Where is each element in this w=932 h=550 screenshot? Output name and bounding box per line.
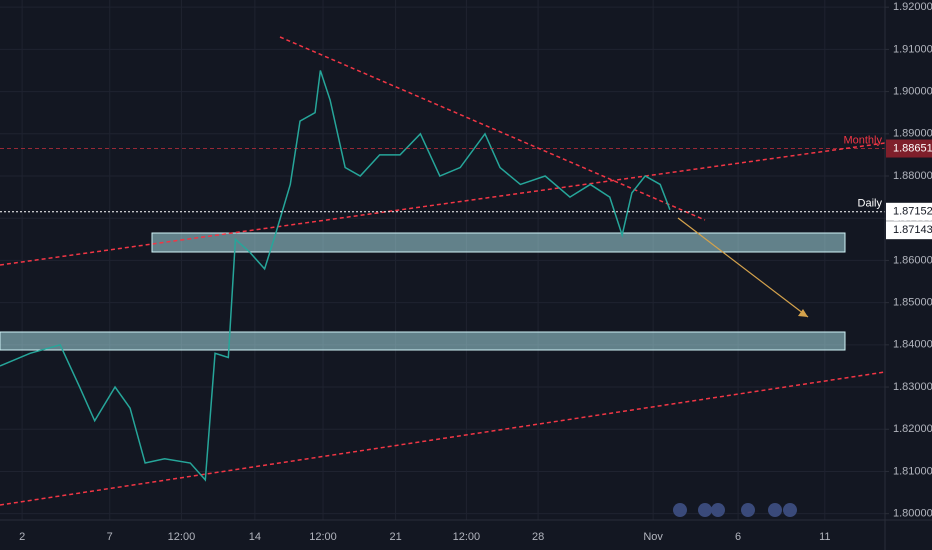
price-tag-label: 1.88651 (893, 142, 932, 154)
x-tick-label: 7 (107, 531, 113, 543)
x-tick-label: 12:00 (309, 531, 337, 543)
trend-line (0, 371, 886, 506)
grid (0, 0, 885, 520)
y-tick-label: 1.92000 (893, 1, 932, 13)
price-tag (886, 139, 932, 158)
event-icon (783, 503, 797, 517)
x-tick-label: Nov (643, 531, 663, 543)
y-tick-label: 1.91000 (893, 43, 932, 55)
support-zone (0, 331, 846, 351)
arrow-head (798, 309, 808, 317)
event-icon (711, 503, 725, 517)
x-tick-label: 2 (19, 531, 25, 543)
event-icon (698, 503, 712, 517)
event-icon (768, 503, 782, 517)
support-zone (151, 232, 846, 253)
trend-line (0, 142, 886, 266)
x-tick-label: 14 (249, 531, 261, 543)
x-tick-label: 12:00 (168, 531, 196, 543)
x-tick-label: 21 (389, 531, 401, 543)
x-tick-label: 28 (532, 531, 544, 543)
price-tag-label: 1.87152 (893, 206, 932, 218)
y-tick-label: 1.89000 (893, 128, 932, 140)
y-tick-label: 1.84000 (893, 339, 932, 351)
price-line (0, 70, 671, 482)
y-tick-label: 1.81000 (893, 465, 932, 477)
event-icon (741, 503, 755, 517)
level-name: Monthly (843, 134, 882, 146)
level-name: Daily (858, 198, 883, 210)
event-icon (673, 503, 687, 517)
x-tick-label: 11 (819, 531, 830, 543)
event-icons (673, 503, 797, 517)
y-tick-label: 1.88000 (893, 170, 932, 182)
projection-arrow (677, 217, 809, 318)
y-tick-label: 1.86000 (893, 254, 932, 266)
plot (0, 70, 885, 482)
last-price-tag (886, 221, 932, 240)
y-tick-label: 1.82000 (893, 423, 932, 435)
x-tick-label: 12:00 (453, 531, 481, 543)
y-tick-label: 1.85000 (893, 297, 932, 309)
x-tick-label: 6 (735, 531, 741, 543)
y-tick-label: 1.83000 (893, 381, 932, 393)
y-tick-label: 1.90000 (893, 85, 932, 97)
last-price-label: 1.87143 (893, 224, 932, 236)
y-tick-label: 1.80000 (893, 508, 932, 520)
price-tag (886, 202, 932, 221)
